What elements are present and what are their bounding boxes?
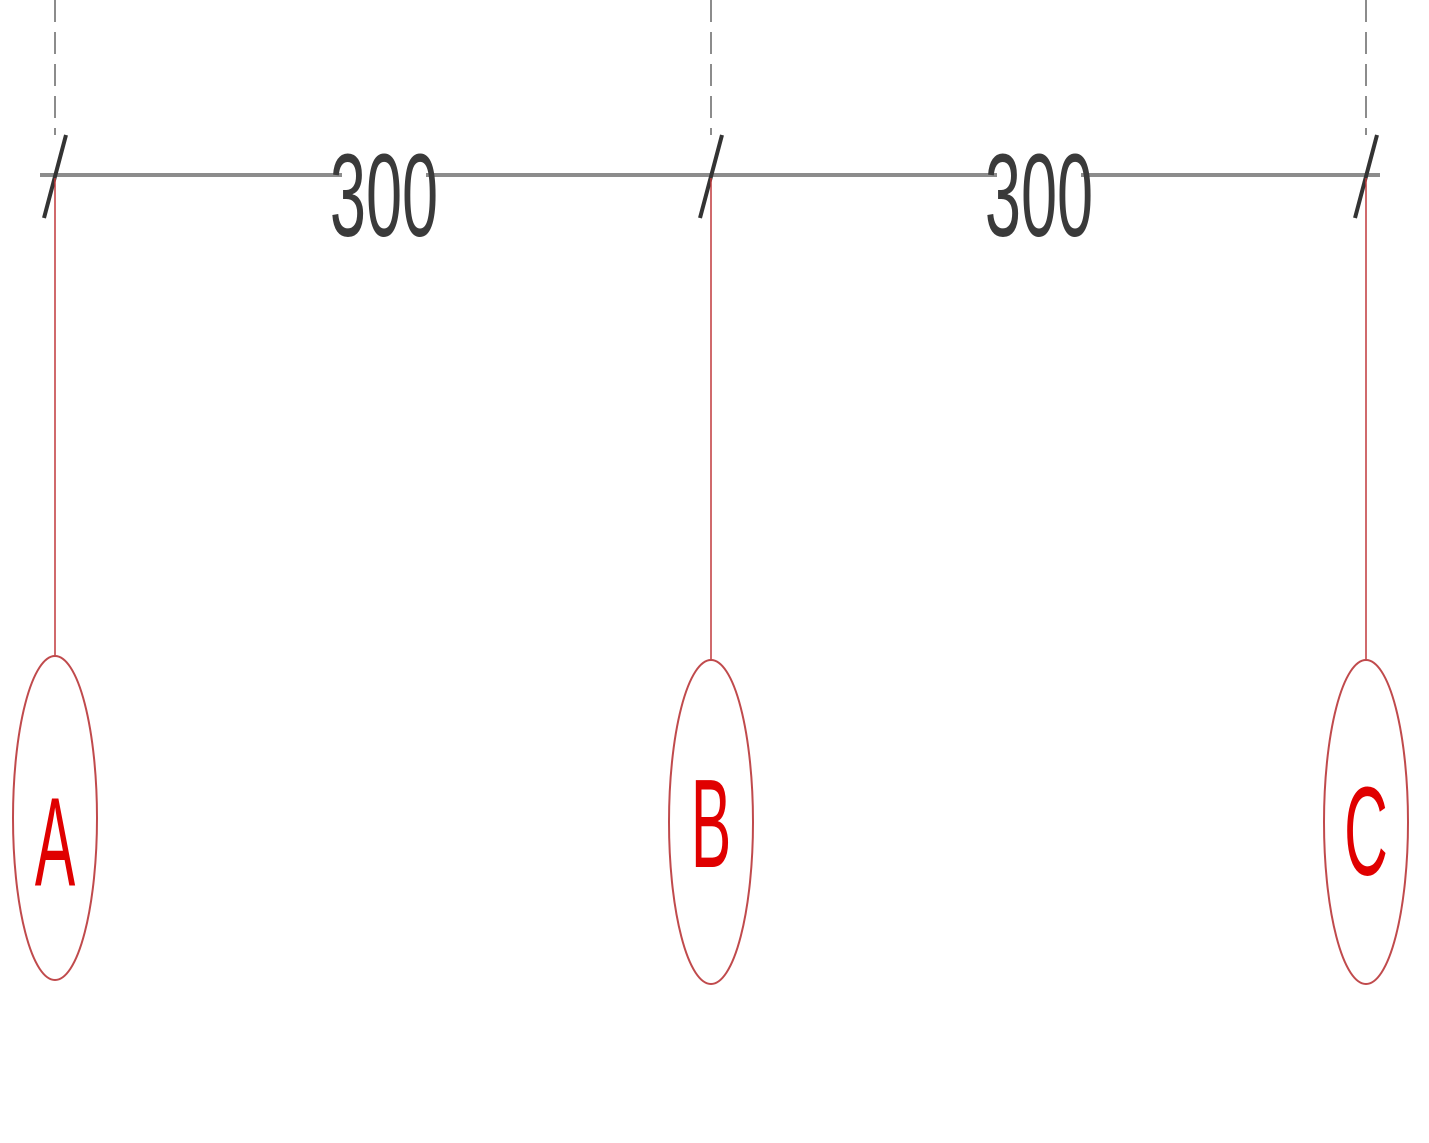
grid-bubble-a xyxy=(12,655,98,981)
grid-label-c: C xyxy=(1344,762,1388,904)
dimension-tick-a xyxy=(42,134,68,219)
dimension-tick-b xyxy=(698,134,724,219)
dimension-tick-c xyxy=(1353,134,1379,219)
dimension-label-2: 300 xyxy=(985,131,1093,262)
dimension-label-1: 300 xyxy=(330,131,438,262)
grid-label-a: A xyxy=(35,772,75,914)
dimension-text-bg-1 xyxy=(342,110,426,245)
grid-label-b: B xyxy=(691,754,731,896)
grid-bubble-c xyxy=(1323,659,1409,985)
dimension-text-bg-2 xyxy=(997,110,1081,245)
grid-bubble-b xyxy=(668,659,754,985)
